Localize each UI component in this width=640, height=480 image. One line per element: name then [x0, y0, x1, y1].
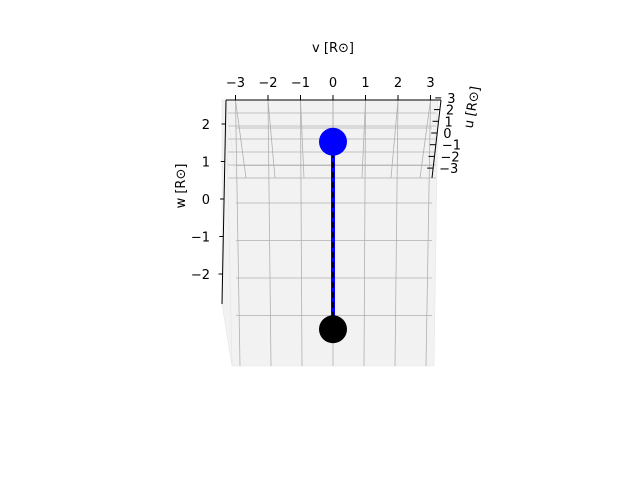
- w-axis-ticks: 2 1 0 −1 −2: [191, 118, 226, 283]
- grid-line-v: [267, 99, 272, 367]
- grid-line-v: [425, 99, 431, 367]
- u-tick-label: 0: [443, 127, 451, 142]
- v-tick-label: 1: [361, 76, 369, 91]
- u-tick-label: 2: [446, 104, 454, 119]
- v-axis-ticks: −3 −2 −1 0 1 2 3: [226, 76, 435, 100]
- v-tick-label: −1: [291, 76, 310, 91]
- grid-line-v: [394, 99, 399, 367]
- w-tick-label: 0: [202, 193, 210, 208]
- v-tick-label: 0: [329, 76, 337, 91]
- u-axis-label: u [R⊙]: [461, 85, 483, 129]
- u-axis-line: [431, 99, 442, 179]
- w-tick-label: 1: [202, 156, 210, 171]
- black-point-marker: [319, 315, 347, 344]
- u-tick-label: −2: [441, 150, 460, 165]
- v-tick-label: −2: [258, 76, 277, 91]
- u-tick-label: 3: [447, 92, 455, 107]
- u-tick-label: −3: [439, 162, 458, 177]
- w-axis-label: w [R⊙]: [174, 164, 189, 209]
- w-tick-label: −2: [191, 268, 210, 283]
- w-axis-line: [221, 99, 227, 305]
- grid-line-v: [235, 99, 241, 367]
- grid-line-v: [363, 99, 366, 367]
- v-tick-label: 3: [426, 76, 434, 91]
- w-tick-label: 2: [202, 118, 210, 133]
- w-tick-label: −1: [191, 231, 210, 246]
- grid-line-v: [300, 99, 303, 367]
- blue-point-marker: [319, 127, 347, 156]
- v-axis-label: v [R⊙]: [312, 41, 354, 56]
- u-tick-label: −1: [442, 139, 461, 154]
- data-marks: [319, 127, 347, 344]
- v-tick-label: 2: [394, 76, 402, 91]
- u-tick-label: 1: [445, 115, 453, 130]
- v-tick-label: −3: [226, 76, 245, 91]
